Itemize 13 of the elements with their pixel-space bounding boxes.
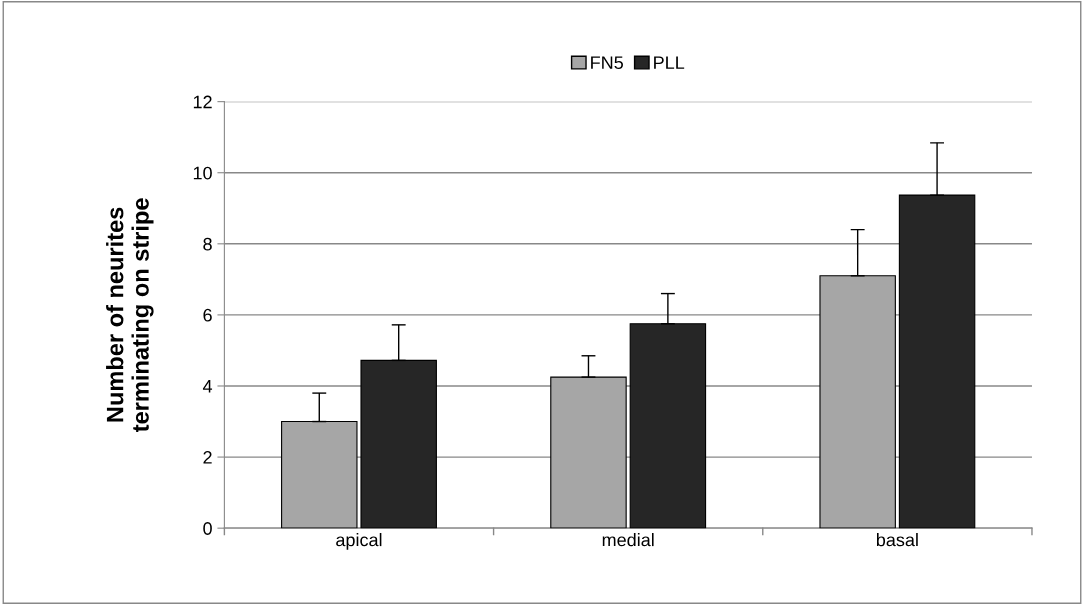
y-tick-label: 10 [193, 166, 212, 180]
y-tick-label: 12 [193, 95, 212, 109]
y-axis-title: Number of neurites terminating on stripe [106, 198, 154, 433]
y-tick-label: 4 [202, 380, 213, 393]
x-tick-label: basal [876, 533, 918, 547]
y-tick-label: 2 [203, 451, 212, 464]
y-tick-label: 8 [203, 237, 212, 251]
y-tick-label: 0 [203, 522, 212, 535]
legend-label: PLL [654, 56, 685, 69]
y-tick-label: 6 [203, 308, 212, 322]
x-tick-label: apical [336, 533, 382, 550]
x-tick-label: medial [602, 533, 654, 547]
legend-label: FN5 [591, 56, 623, 70]
